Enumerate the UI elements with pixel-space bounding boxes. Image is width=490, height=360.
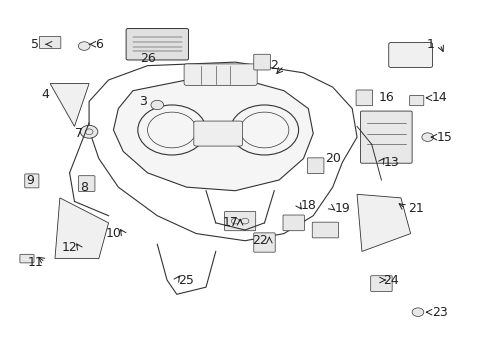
Text: 10: 10 <box>105 227 122 240</box>
FancyBboxPatch shape <box>184 64 257 85</box>
FancyBboxPatch shape <box>283 215 304 231</box>
Text: 21: 21 <box>408 202 423 215</box>
Text: 5: 5 <box>31 38 40 51</box>
FancyBboxPatch shape <box>194 121 243 146</box>
FancyBboxPatch shape <box>78 176 95 192</box>
Circle shape <box>151 100 164 110</box>
Text: 26: 26 <box>140 52 155 65</box>
FancyBboxPatch shape <box>254 233 275 252</box>
Text: 2: 2 <box>270 59 278 72</box>
FancyBboxPatch shape <box>410 95 424 106</box>
Text: 20: 20 <box>325 152 341 165</box>
Circle shape <box>412 308 424 316</box>
Text: 24: 24 <box>383 274 399 287</box>
Text: 19: 19 <box>335 202 350 215</box>
Text: 14: 14 <box>432 91 448 104</box>
Polygon shape <box>55 198 109 258</box>
FancyBboxPatch shape <box>361 111 412 163</box>
Text: 4: 4 <box>41 88 49 101</box>
Text: 1: 1 <box>426 38 434 51</box>
Circle shape <box>422 133 434 141</box>
PathPatch shape <box>114 80 313 191</box>
FancyBboxPatch shape <box>39 36 61 49</box>
FancyBboxPatch shape <box>307 158 324 174</box>
Text: 9: 9 <box>26 174 35 186</box>
FancyBboxPatch shape <box>224 211 256 231</box>
FancyBboxPatch shape <box>371 276 392 292</box>
FancyBboxPatch shape <box>254 54 270 70</box>
Circle shape <box>80 125 98 138</box>
Text: 22: 22 <box>252 234 268 247</box>
FancyBboxPatch shape <box>25 174 39 188</box>
Text: 25: 25 <box>178 274 195 287</box>
Text: 3: 3 <box>139 95 147 108</box>
Text: 6: 6 <box>95 38 103 51</box>
Text: 13: 13 <box>383 156 399 168</box>
Text: 11: 11 <box>27 256 44 269</box>
Text: 18: 18 <box>300 198 316 212</box>
Polygon shape <box>357 194 411 251</box>
FancyBboxPatch shape <box>389 42 433 67</box>
Text: 12: 12 <box>62 241 77 255</box>
Text: 17: 17 <box>222 216 238 229</box>
Text: 7: 7 <box>75 127 83 140</box>
FancyBboxPatch shape <box>20 254 34 263</box>
Circle shape <box>78 42 90 50</box>
FancyBboxPatch shape <box>312 222 339 238</box>
Text: 15: 15 <box>437 131 453 144</box>
FancyBboxPatch shape <box>356 90 373 106</box>
Text: 8: 8 <box>80 181 88 194</box>
Text: 16: 16 <box>378 91 394 104</box>
Polygon shape <box>50 84 89 126</box>
Text: 23: 23 <box>432 306 448 319</box>
FancyBboxPatch shape <box>126 28 189 60</box>
